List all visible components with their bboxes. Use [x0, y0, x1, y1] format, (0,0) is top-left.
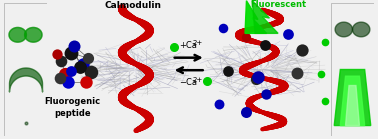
Polygon shape [345, 85, 359, 126]
Text: Calmodulin: Calmodulin [104, 1, 161, 10]
Point [299, 49, 305, 51]
Polygon shape [252, 1, 278, 33]
Point [262, 44, 268, 46]
Text: Fluorescent: Fluorescent [250, 0, 306, 9]
Point [62, 73, 68, 75]
Polygon shape [9, 28, 26, 42]
Point [54, 53, 60, 55]
Text: −Ca: −Ca [179, 78, 197, 86]
Point [225, 70, 231, 72]
Point [215, 103, 222, 106]
Point [57, 77, 63, 79]
Point [294, 72, 300, 75]
Point [68, 52, 74, 54]
Polygon shape [9, 28, 26, 42]
Point [262, 93, 268, 95]
Text: 2+: 2+ [193, 77, 203, 83]
Polygon shape [340, 76, 365, 126]
Polygon shape [335, 22, 352, 37]
Polygon shape [25, 28, 42, 42]
Polygon shape [25, 28, 42, 42]
Point [243, 36, 249, 38]
Point [220, 26, 226, 29]
Point [68, 70, 74, 72]
Text: Fluorogenic: Fluorogenic [45, 97, 101, 106]
Point [285, 33, 291, 35]
Polygon shape [334, 70, 371, 126]
Point [82, 81, 88, 83]
Point [88, 71, 94, 73]
Point [243, 111, 249, 113]
Point [71, 45, 77, 47]
Point [77, 66, 83, 68]
Text: peptide: peptide [54, 109, 91, 118]
Point [65, 81, 71, 83]
Polygon shape [245, 1, 266, 33]
Point [253, 78, 259, 80]
Point [58, 60, 64, 62]
Point [80, 63, 86, 65]
Point [85, 57, 91, 59]
Text: 2+: 2+ [193, 40, 203, 46]
Point [255, 76, 261, 78]
Polygon shape [353, 22, 370, 37]
Text: +Ca: +Ca [179, 41, 197, 50]
